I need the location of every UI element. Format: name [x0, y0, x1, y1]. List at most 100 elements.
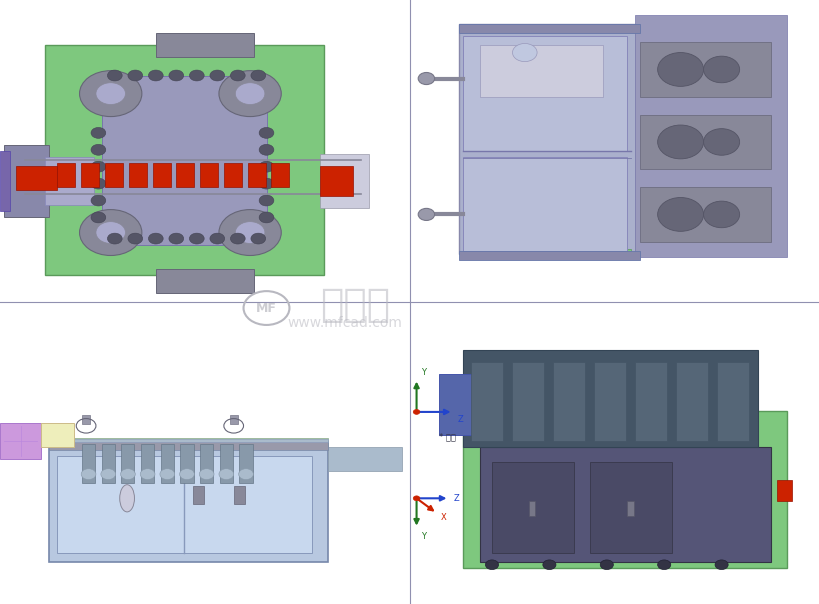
Circle shape: [120, 469, 135, 480]
Circle shape: [600, 560, 613, 570]
Bar: [463, 36, 627, 151]
Circle shape: [418, 72, 434, 85]
Bar: [156, 269, 254, 293]
Circle shape: [79, 71, 142, 117]
Bar: [49, 438, 328, 447]
Circle shape: [79, 210, 142, 255]
Text: X: X: [441, 513, 446, 522]
Circle shape: [413, 410, 419, 414]
Bar: [82, 415, 90, 424]
Bar: [200, 444, 213, 483]
Circle shape: [96, 83, 125, 104]
Bar: [192, 486, 204, 504]
Bar: [459, 251, 639, 260]
Bar: [141, 444, 154, 483]
Circle shape: [210, 233, 224, 244]
Bar: [161, 444, 174, 483]
Circle shape: [413, 496, 419, 501]
Circle shape: [251, 70, 265, 81]
Circle shape: [235, 83, 265, 104]
Circle shape: [657, 53, 703, 86]
Circle shape: [485, 560, 498, 570]
Bar: [635, 15, 786, 257]
Circle shape: [657, 560, 670, 570]
Bar: [180, 444, 193, 483]
Bar: [627, 501, 633, 516]
Text: Z: Z: [457, 415, 463, 424]
Circle shape: [714, 560, 727, 570]
Circle shape: [259, 144, 274, 155]
Circle shape: [512, 43, 536, 62]
Bar: [459, 24, 635, 254]
Text: 沐风网: 沐风网: [319, 286, 390, 324]
Bar: [639, 187, 770, 242]
Circle shape: [91, 161, 106, 172]
Bar: [0, 151, 10, 211]
Bar: [45, 157, 94, 205]
Circle shape: [219, 469, 233, 480]
Circle shape: [542, 560, 555, 570]
Bar: [635, 362, 666, 441]
Bar: [152, 163, 170, 187]
Circle shape: [703, 56, 739, 83]
Circle shape: [703, 129, 739, 155]
Bar: [319, 154, 369, 208]
Circle shape: [91, 195, 106, 206]
Bar: [717, 362, 748, 441]
Circle shape: [128, 233, 143, 244]
Circle shape: [81, 469, 96, 480]
Text: Y: Y: [420, 368, 425, 377]
Circle shape: [91, 212, 106, 223]
Circle shape: [91, 127, 106, 138]
Text: Z: Z: [453, 494, 459, 503]
Circle shape: [259, 212, 274, 223]
Bar: [45, 45, 324, 275]
Circle shape: [259, 195, 274, 206]
Circle shape: [107, 233, 122, 244]
Bar: [463, 249, 631, 257]
Bar: [463, 157, 627, 251]
Bar: [463, 350, 758, 447]
Circle shape: [91, 144, 106, 155]
Circle shape: [199, 469, 214, 480]
Circle shape: [189, 233, 204, 244]
Circle shape: [251, 233, 265, 244]
Circle shape: [91, 178, 106, 189]
Bar: [247, 163, 265, 187]
Circle shape: [259, 127, 274, 138]
Circle shape: [703, 201, 739, 228]
Bar: [129, 163, 147, 187]
Bar: [81, 163, 99, 187]
Bar: [49, 439, 328, 442]
Bar: [102, 76, 266, 245]
Bar: [319, 166, 352, 196]
Bar: [479, 447, 770, 562]
Bar: [594, 362, 625, 441]
Bar: [463, 411, 786, 568]
Circle shape: [235, 222, 265, 243]
Bar: [512, 362, 543, 441]
Circle shape: [160, 469, 174, 480]
Bar: [328, 447, 401, 471]
Bar: [200, 163, 218, 187]
Bar: [102, 444, 115, 483]
Circle shape: [179, 469, 194, 480]
Circle shape: [259, 178, 274, 189]
Circle shape: [418, 208, 434, 220]
Text: * 左视: * 左视: [438, 432, 455, 441]
Bar: [16, 166, 57, 190]
Bar: [224, 163, 242, 187]
Bar: [121, 444, 134, 483]
Circle shape: [259, 161, 274, 172]
Bar: [553, 362, 584, 441]
Circle shape: [148, 233, 163, 244]
Bar: [271, 163, 289, 187]
Circle shape: [107, 70, 122, 81]
Circle shape: [96, 222, 125, 243]
Circle shape: [238, 469, 253, 480]
Bar: [233, 486, 245, 504]
Bar: [479, 45, 602, 97]
Circle shape: [169, 70, 183, 81]
Circle shape: [230, 70, 245, 81]
Bar: [491, 462, 573, 553]
